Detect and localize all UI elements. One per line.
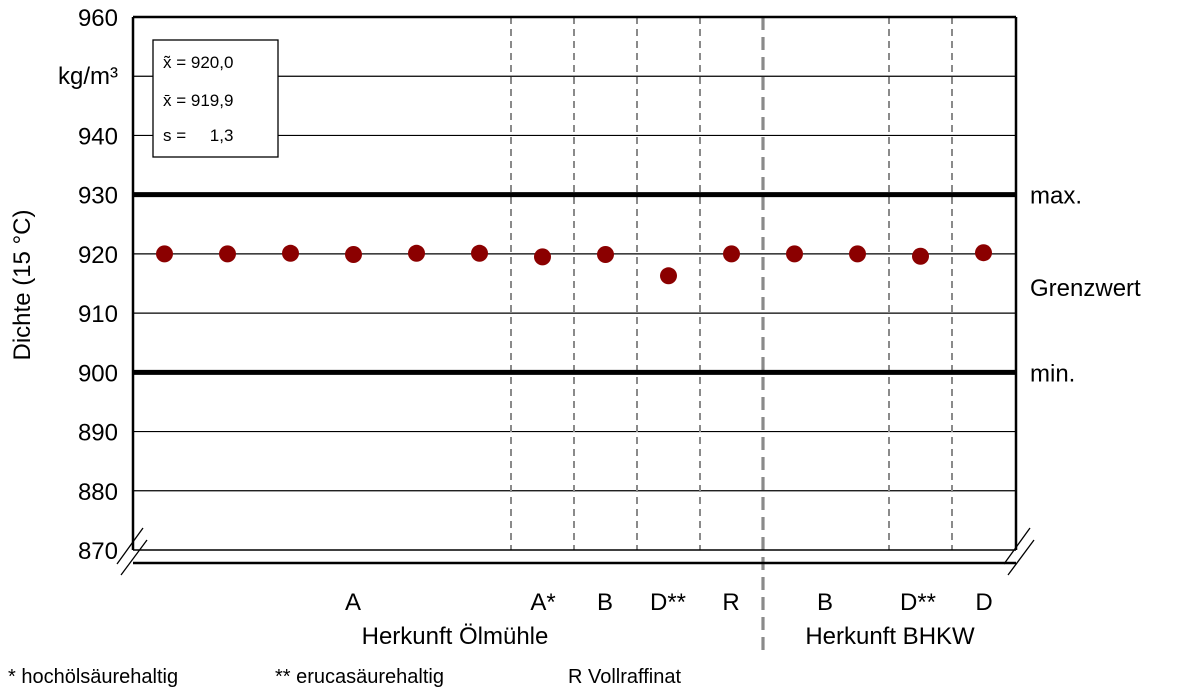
stat-mean: x̄ = 919,9	[163, 91, 233, 110]
data-point	[723, 245, 740, 263]
y-tick-label: 920	[78, 242, 118, 269]
category-label: B	[817, 589, 833, 616]
category-label: A	[345, 589, 361, 616]
data-point	[660, 267, 677, 285]
group-label: Herkunft BHKW	[805, 623, 975, 650]
data-point	[408, 244, 425, 262]
data-point	[471, 244, 488, 262]
category-label: B	[597, 589, 613, 616]
limit-label: Grenzwert	[1030, 275, 1141, 302]
category-label: D**	[650, 589, 686, 616]
data-point	[156, 245, 173, 263]
y-tick-label: 960	[78, 5, 118, 32]
data-point	[219, 245, 236, 263]
axis-break-left	[120, 539, 148, 576]
stat-median: x̃ = 920,0	[163, 53, 233, 72]
y-tick-label: 940	[78, 123, 118, 150]
y-tick-label: 910	[78, 301, 118, 328]
data-point	[597, 245, 614, 263]
y-tick-label: 890	[78, 420, 118, 447]
footnote-erucic: ** erucasäurehaltig	[275, 666, 444, 688]
limit-label: max.	[1030, 183, 1082, 210]
category-label: R	[722, 589, 739, 616]
axis-break-right	[1003, 527, 1031, 565]
group-labels: Herkunft Ölmühle Herkunft BHKW	[362, 623, 975, 650]
y-tick-label: 880	[78, 479, 118, 506]
plot-frame	[116, 15, 1035, 576]
y-tick-label: 900	[78, 360, 118, 387]
data-point	[849, 245, 866, 263]
group-label: Herkunft Ölmühle	[362, 623, 549, 650]
data-point	[912, 247, 929, 265]
limit-labels: max. Grenzwert min.	[1030, 183, 1141, 388]
y-tick-label: 870	[78, 538, 118, 565]
category-labels: A A* B D** R B D** D	[345, 589, 993, 616]
footnote-high-oleic: * hochölsäurehaltig	[8, 666, 178, 688]
limit-label: min.	[1030, 360, 1075, 387]
category-label: D	[975, 589, 992, 616]
axis-break-right	[1007, 539, 1035, 576]
category-label: A*	[530, 589, 555, 616]
y-tick-label: 930	[78, 183, 118, 210]
group-dividers	[510, 17, 953, 655]
y-axis-title: Dichte (15 °C)	[9, 210, 36, 361]
y-tick-labels: 870 880 890 900 910 920 930 940 960	[78, 5, 118, 565]
data-point	[786, 245, 803, 263]
limit-lines	[133, 192, 1016, 375]
data-point	[975, 244, 992, 262]
y-unit-label: kg/m³	[58, 63, 118, 90]
data-point	[534, 248, 551, 266]
stats-box-frame	[152, 39, 279, 158]
footnote-refined: R Vollraffinat	[568, 666, 681, 688]
stat-std: s = 1,3	[163, 126, 233, 145]
category-label: D**	[900, 589, 936, 616]
stats-box: x̃ = 920,0 x̄ = 919,9 s = 1,3	[152, 39, 279, 158]
data-point	[345, 245, 362, 263]
data-point	[282, 244, 299, 262]
data-points	[156, 244, 992, 285]
axis-break-left	[116, 527, 144, 565]
